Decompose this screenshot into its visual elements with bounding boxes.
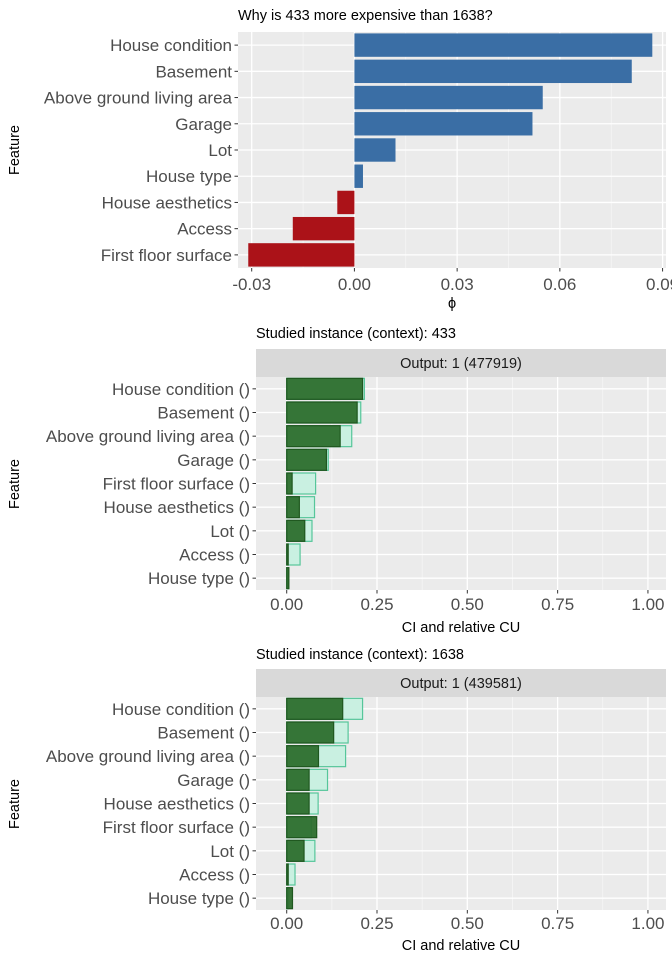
cu-bar bbox=[286, 792, 310, 815]
x-tick-label: 0.75 bbox=[541, 914, 574, 933]
cu-bar bbox=[286, 543, 289, 566]
y-tick-label: House type () bbox=[148, 569, 250, 588]
cu-bar bbox=[286, 839, 305, 862]
cu-bar bbox=[286, 472, 293, 495]
y-tick-label: House condition () bbox=[112, 380, 250, 399]
cu-bar bbox=[286, 519, 306, 542]
y-tick-label: Access bbox=[177, 220, 232, 239]
y-tick-label: Lot () bbox=[210, 522, 250, 541]
bar bbox=[354, 59, 632, 84]
cu-bar bbox=[286, 496, 300, 519]
cu-bar bbox=[286, 863, 289, 886]
y-tick-label: Access () bbox=[179, 866, 250, 885]
y-tick-label: Garage bbox=[175, 115, 232, 134]
y-tick-label: Lot bbox=[208, 141, 232, 160]
y-tick-label: House condition bbox=[110, 36, 232, 55]
x-tick-label: 0.09 bbox=[646, 275, 672, 294]
x-axis-title: CI and relative CU bbox=[402, 620, 520, 636]
y-tick-label: First floor surface () bbox=[103, 475, 250, 494]
y-tick-label: Garage () bbox=[177, 451, 250, 470]
facet-strip bbox=[256, 349, 666, 377]
cu-bar bbox=[286, 745, 320, 768]
facet-strip-label: Output: 1 (439581) bbox=[400, 676, 522, 692]
y-tick-label: Basement () bbox=[157, 724, 250, 743]
y-tick-label: Basement bbox=[155, 62, 232, 81]
x-tick-label: 0.25 bbox=[360, 595, 393, 614]
x-tick-label: -0.03 bbox=[232, 275, 271, 294]
y-tick-label: House aesthetics bbox=[102, 193, 232, 212]
y-tick-label: House type bbox=[146, 167, 232, 186]
y-tick-label: Garage () bbox=[177, 771, 250, 790]
x-tick-label: 0.06 bbox=[543, 275, 576, 294]
chart-title: Studied instance (context): 433 bbox=[256, 326, 456, 342]
cu-bar bbox=[286, 887, 294, 910]
cu-bar bbox=[286, 567, 290, 590]
bar bbox=[292, 216, 355, 241]
x-tick-label: 0.03 bbox=[441, 275, 474, 294]
y-tick-label: Basement () bbox=[157, 404, 250, 423]
chart-title: Studied instance (context): 1638 bbox=[256, 647, 464, 663]
y-tick-label: First floor surface () bbox=[103, 818, 250, 837]
bar bbox=[248, 243, 355, 267]
x-tick-label: 0.00 bbox=[338, 275, 371, 294]
bar bbox=[354, 112, 533, 136]
cu-bar bbox=[286, 448, 328, 471]
x-tick-label: 0.50 bbox=[451, 595, 484, 614]
y-tick-label: Above ground living area () bbox=[46, 747, 250, 766]
y-tick-label: House condition () bbox=[112, 700, 250, 719]
y-axis-title: Feature bbox=[7, 779, 23, 829]
cu-bar bbox=[286, 401, 358, 424]
y-tick-label: Above ground living area () bbox=[46, 427, 250, 446]
y-tick-label: Above ground living area bbox=[44, 89, 233, 108]
cu-bar bbox=[286, 697, 344, 720]
bar bbox=[354, 33, 653, 57]
y-tick-label: First floor surface bbox=[101, 246, 232, 265]
facet-strip bbox=[256, 669, 666, 697]
x-tick-label: 0.00 bbox=[270, 914, 303, 933]
cu-bar bbox=[286, 816, 318, 839]
bar bbox=[337, 190, 355, 215]
chart-title: Why is 433 more expensive than 1638? bbox=[238, 8, 493, 24]
y-tick-label: Access () bbox=[179, 546, 250, 565]
x-tick-label: 1.00 bbox=[631, 914, 664, 933]
x-tick-label: 0.75 bbox=[541, 595, 574, 614]
x-tick-label: 1.00 bbox=[631, 595, 664, 614]
y-tick-label: Lot () bbox=[210, 842, 250, 861]
bar bbox=[354, 85, 543, 110]
cu-bar bbox=[286, 425, 341, 448]
y-tick-label: House aesthetics () bbox=[104, 795, 250, 814]
x-tick-label: 0.50 bbox=[451, 914, 484, 933]
y-tick-label: House type () bbox=[148, 889, 250, 908]
bar bbox=[354, 164, 363, 188]
cu-bar bbox=[286, 721, 335, 744]
x-axis-title: CI and relative CU bbox=[402, 938, 520, 954]
x-axis-title: ϕ bbox=[448, 296, 456, 312]
y-tick-label: House aesthetics () bbox=[104, 498, 250, 517]
bar bbox=[354, 138, 396, 162]
x-tick-label: 0.25 bbox=[360, 914, 393, 933]
x-tick-label: 0.00 bbox=[270, 595, 303, 614]
y-axis-title: Feature bbox=[7, 459, 23, 509]
cu-bar bbox=[286, 768, 310, 791]
facet-strip-label: Output: 1 (477919) bbox=[400, 356, 522, 372]
cu-bar bbox=[286, 377, 364, 400]
y-axis-title: Feature bbox=[7, 125, 23, 175]
